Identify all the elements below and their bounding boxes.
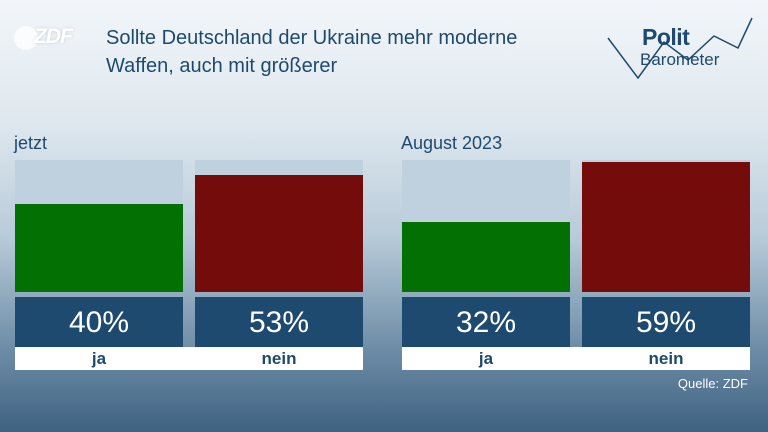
brand-line-1: Polit [642,24,690,50]
bar-august-nein [582,160,750,292]
source-label: Quelle: ZDF [677,376,748,391]
category-label-august-ja: ja [478,349,494,368]
zdf-logo: ZDF [14,25,76,51]
value-label-august-nein: 59% [582,297,750,347]
bar-fill [402,221,570,292]
politbarometer-logo: Polit Barometer [602,14,754,86]
bar-fill [582,162,750,292]
category-strip-august [402,347,750,370]
bar-jetzt-ja [15,160,183,292]
value-label-jetzt-nein: 53% [195,297,363,347]
politbarometer-zigzag-icon [607,17,753,80]
chart-title: Sollte Deutschland der Ukraine mehr mode… [106,27,518,77]
value-label-jetzt-ja: 40% [15,297,183,347]
value-label-august-ja: 32% [402,297,570,347]
bar-august-ja [402,160,570,292]
bar-fill [15,204,183,292]
category-label-jetzt-ja: ja [91,349,107,368]
bar-fill [195,175,363,292]
panel-label-august-2023: August 2023 [401,133,503,153]
category-label-august-nein: nein [648,349,684,368]
category-label-jetzt-nein: nein [261,349,297,368]
bar-jetzt-nein [195,160,363,292]
panel-label-jetzt: jetzt [14,133,48,153]
brand-line-2: Barometer [640,50,720,69]
category-strip-jetzt [15,347,363,370]
zdf-logo-disk [14,26,38,50]
zdf-logo-text: ZDF [34,25,73,48]
